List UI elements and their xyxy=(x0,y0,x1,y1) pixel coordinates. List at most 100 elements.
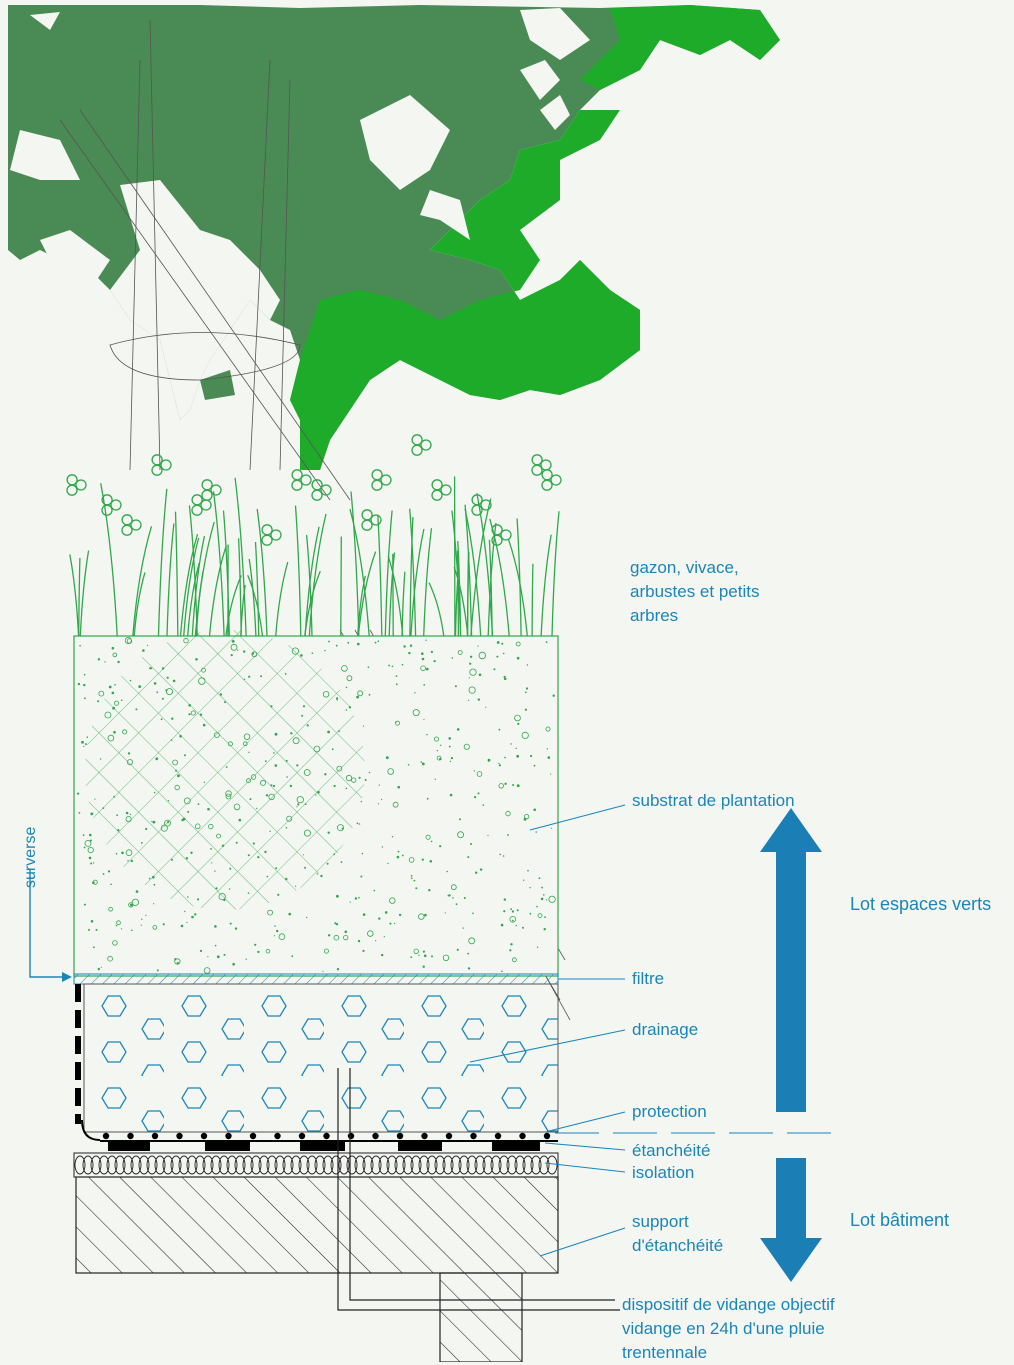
substrate-speck xyxy=(248,854,250,856)
structural-support-layer xyxy=(76,1177,558,1362)
substrate-speck xyxy=(504,783,506,785)
substrate-speck xyxy=(194,913,196,915)
substrate-speck xyxy=(468,700,469,701)
substrate-speck xyxy=(141,842,143,844)
substrate-speck xyxy=(382,846,383,847)
substrate-speck xyxy=(334,785,336,787)
substrate-speck xyxy=(307,724,309,726)
substrate-speck xyxy=(83,834,85,836)
flower-petal xyxy=(412,435,422,445)
flower-petal xyxy=(211,485,221,495)
substrate-layer xyxy=(74,630,558,976)
substrate-speck xyxy=(341,861,343,863)
substrate-speck xyxy=(374,890,376,892)
grass-blade xyxy=(296,506,301,636)
protection-dot xyxy=(274,1133,280,1139)
protection-dot xyxy=(323,1133,329,1139)
substrate-speck xyxy=(177,774,180,777)
substrate-speck xyxy=(131,860,133,862)
grass-blade xyxy=(424,528,432,636)
flower-petal xyxy=(541,460,551,470)
substrate-speck xyxy=(451,757,453,759)
flower-petal xyxy=(201,500,211,510)
flower-petal xyxy=(312,490,322,500)
substrate-speck xyxy=(243,650,245,652)
substrate-speck xyxy=(260,675,262,677)
substrate-speck xyxy=(181,925,184,928)
substrate-speck xyxy=(385,911,388,914)
substrate-speck xyxy=(510,908,512,910)
substrate-speck xyxy=(173,680,176,683)
substrate-speck xyxy=(257,951,259,953)
flower-petal xyxy=(262,535,272,545)
substrate-speck xyxy=(248,676,250,678)
substrate-speck xyxy=(359,777,361,779)
substrate-speck xyxy=(101,967,102,968)
substrate-speck xyxy=(163,923,165,925)
substrate-speck xyxy=(181,819,184,822)
substrate-speck xyxy=(346,788,348,790)
substrate-speck xyxy=(337,968,339,970)
flower-petal xyxy=(67,475,77,485)
substrate-speck xyxy=(355,897,357,899)
substrate-speck xyxy=(174,958,176,960)
substrate-speck xyxy=(485,707,486,708)
substrate-speck xyxy=(312,652,314,654)
substrate-speck xyxy=(381,954,383,956)
substrate-speck xyxy=(497,641,500,644)
substrate-speck xyxy=(126,812,129,815)
substrate-speck xyxy=(474,770,475,771)
substrate-speck xyxy=(358,897,360,899)
substrate-speck xyxy=(83,746,84,747)
flower-petal xyxy=(271,530,281,540)
substrate-speck xyxy=(535,831,537,833)
substrate-speck xyxy=(369,772,370,773)
substrate-speck xyxy=(286,827,288,829)
substrate-speck xyxy=(156,691,158,693)
substrate-speck xyxy=(437,750,438,751)
substrate-speck xyxy=(422,763,425,766)
grass-blade xyxy=(378,515,382,636)
substrate-speck xyxy=(398,851,400,853)
substrate-speck xyxy=(422,859,424,861)
substrate-speck xyxy=(290,785,292,787)
substrate-speck xyxy=(200,950,202,952)
substrate-speck xyxy=(190,852,192,854)
substrate-speck xyxy=(165,689,167,691)
substrate-speck xyxy=(324,650,325,651)
flower-petal xyxy=(432,490,442,500)
substrate-speck xyxy=(186,922,187,923)
substrate-speck xyxy=(151,821,152,822)
substrate-speck xyxy=(328,641,330,643)
substrate-speck xyxy=(541,887,543,889)
grass-blade xyxy=(508,539,527,636)
substrate-speck xyxy=(543,894,545,896)
grass-blade xyxy=(276,562,288,636)
substrate-speck xyxy=(97,700,99,702)
substrate-speck xyxy=(334,922,336,924)
protection-dot xyxy=(421,1133,427,1139)
substrate-speck xyxy=(187,896,189,898)
protection-dot xyxy=(176,1133,182,1139)
substrate-speck xyxy=(425,640,426,641)
substrate-speck xyxy=(402,855,404,857)
substrate-speck xyxy=(423,951,425,953)
substrate-speck xyxy=(277,894,279,896)
substrate-speck xyxy=(410,645,412,647)
substrate-speck xyxy=(332,748,334,750)
substrate-speck xyxy=(478,792,480,794)
protection-dot xyxy=(446,1133,452,1139)
substrate-speck xyxy=(78,683,80,685)
substrate-speck xyxy=(411,875,413,877)
flower-petal xyxy=(122,525,132,535)
substrate-speck xyxy=(516,748,517,749)
substrate-speck xyxy=(553,695,555,697)
lot-arrow-up xyxy=(760,808,822,1112)
substrate-speck xyxy=(346,709,348,711)
substrate-speck xyxy=(232,963,235,966)
substrate-speck xyxy=(410,956,412,958)
filter-label: filtre xyxy=(632,967,664,991)
substrate-speck xyxy=(452,897,454,899)
substrate-speck xyxy=(295,886,296,887)
substrate-speck xyxy=(397,786,400,789)
